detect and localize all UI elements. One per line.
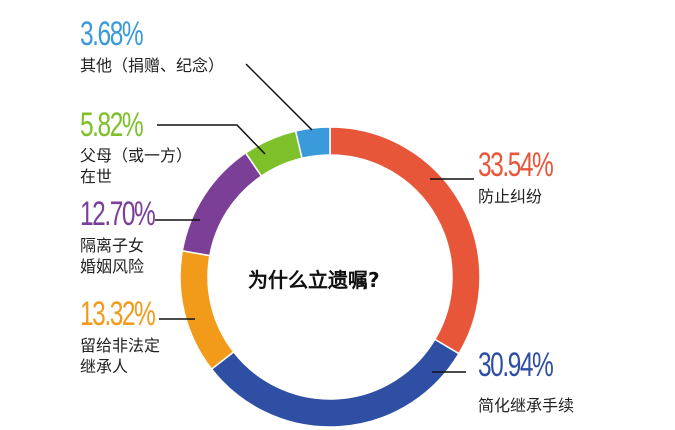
- donut-segment: [181, 151, 263, 257]
- donut-segment: [179, 249, 235, 371]
- label-simplify: 简化继承手续: [478, 396, 575, 415]
- leader-line-parents: [157, 124, 266, 155]
- label-nonlegal-line1: 留给非法定: [80, 336, 161, 355]
- pct-dispute: 33.54%: [478, 146, 554, 184]
- label-nonlegal-line2: 继承人: [80, 357, 129, 376]
- donut-segment: [329, 126, 481, 355]
- pct-simplify: 30.94%: [478, 346, 554, 384]
- pct-nonlegal: 13.32%: [80, 295, 156, 333]
- pct-parents: 5.82%: [80, 106, 144, 144]
- leader-line-other: [245, 63, 313, 131]
- label-dispute: 防止纠纷: [478, 187, 543, 206]
- donut-segment: [294, 126, 331, 160]
- pct-other: 3.68%: [80, 15, 144, 53]
- label-parents-line1: 父母（或一方）: [80, 146, 193, 165]
- label-parents-line2: 在世: [80, 167, 113, 186]
- label-divorce-line2: 婚姻风险: [80, 257, 145, 276]
- pct-divorce: 12.70%: [80, 195, 156, 233]
- chart-title: 为什么立遗嘱?: [248, 268, 380, 292]
- label-other: 其他（捐赠、纪念）: [80, 56, 225, 75]
- donut-segment: [210, 338, 460, 428]
- donut-ring: [179, 126, 481, 428]
- label-divorce-line1: 隔离子女: [80, 236, 145, 255]
- leader-lines: [155, 63, 474, 373]
